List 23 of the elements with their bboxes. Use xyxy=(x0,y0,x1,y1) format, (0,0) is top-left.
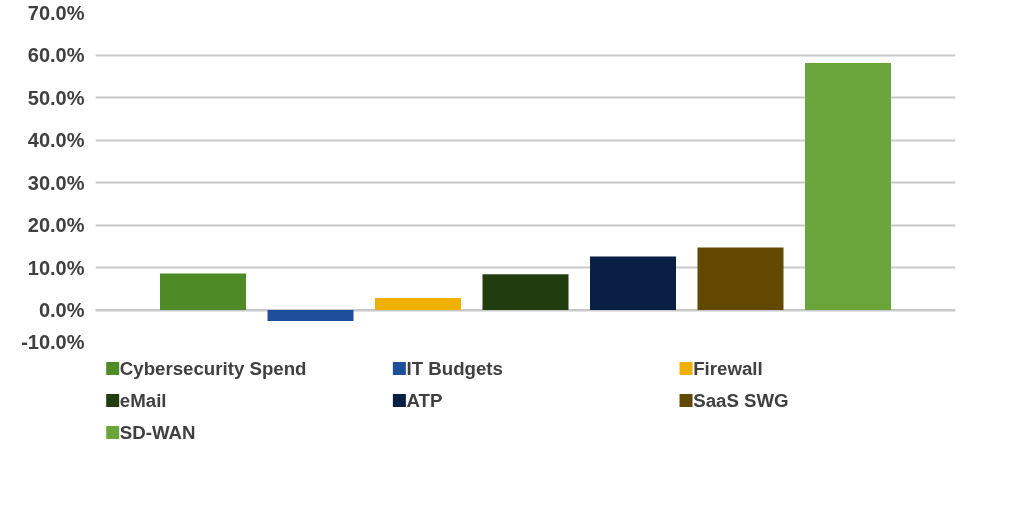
legend-label: SD-WAN xyxy=(119,422,196,443)
y-tick-label: 10.0% xyxy=(27,256,85,279)
bar xyxy=(590,256,676,310)
bar xyxy=(267,310,354,322)
bar xyxy=(375,298,461,310)
y-tick-label: 30.0% xyxy=(27,171,85,194)
legend-label: ATP xyxy=(406,390,443,411)
y-tick-label: 70.0% xyxy=(27,1,85,24)
legend-label: Firewall xyxy=(693,358,763,379)
bar xyxy=(697,247,784,310)
y-tick-label: -10.0% xyxy=(21,330,85,353)
y-tick-label: 20.0% xyxy=(27,214,85,236)
bar xyxy=(805,63,891,310)
legend-label: SaaS SWG xyxy=(693,390,789,411)
y-tick-label: 50.0% xyxy=(27,86,85,109)
legend-label: eMail xyxy=(119,390,167,411)
y-tick-label: 0.0% xyxy=(38,299,85,321)
y-tick-label: 40.0% xyxy=(27,129,85,151)
legend-label: Cybersecurity Spend xyxy=(119,358,307,379)
y-tick-label: 60.0% xyxy=(27,44,85,66)
bar xyxy=(160,273,246,310)
legend-label: IT Budgets xyxy=(406,358,503,379)
bar xyxy=(482,274,569,310)
